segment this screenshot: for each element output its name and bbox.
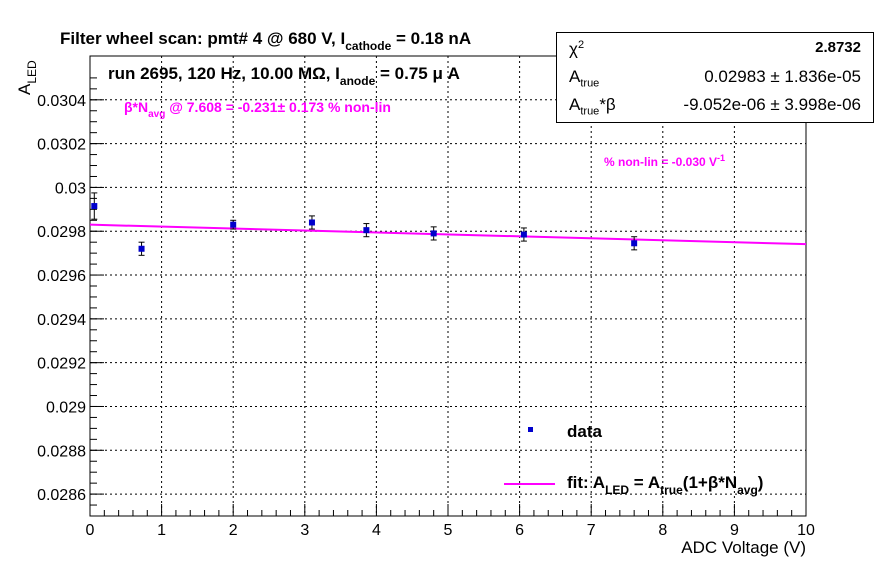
chart-title: Filter wheel scan: pmt# 4 @ 680 V, Icath… — [60, 29, 471, 53]
data-point — [430, 230, 437, 237]
legend: data fit: ALED = Atrue(1+β*Navg) — [504, 422, 763, 497]
x-tick-label: 2 — [229, 522, 238, 539]
y-tick-label: 0.0304 — [37, 93, 86, 110]
y-tick-label: 0.0288 — [37, 443, 86, 460]
stats-abeta-value: -9.052e-06 ± 3.998e-06 — [683, 95, 861, 114]
data-series — [91, 192, 638, 256]
grid — [90, 56, 806, 516]
y-tick-label: 0.029 — [46, 399, 86, 416]
legend-data-label: data — [567, 422, 603, 441]
fit-line — [89, 223, 807, 246]
y-axis-label: ALED — [15, 60, 39, 95]
axis-ticks: 0 1 2 3 4 5 6 7 8 9 10 0.0286 0.0288 0.029 0.0292 0.029… — [37, 77, 815, 539]
data-point — [520, 231, 527, 238]
y-tick-label: 0.0298 — [37, 224, 86, 241]
stats-box: χ2 2.8732 Atrue 0.02983 ± 1.836e-05 Atru… — [556, 32, 874, 123]
run-info: run 2695, 120 Hz, 10.00 MΩ, Ianode = 0.7… — [108, 64, 460, 88]
x-tick-label: 3 — [300, 522, 309, 539]
data-point — [230, 221, 237, 228]
data-point — [138, 245, 145, 252]
fit-series — [89, 223, 807, 246]
stats-atrue-label: Atrue — [569, 67, 600, 90]
x-tick-label: 10 — [797, 522, 815, 539]
stats-atrue-value: 0.02983 ± 1.836e-05 — [704, 67, 861, 86]
y-tick-label: 0.0302 — [37, 137, 86, 154]
stats-chi2-value: 2.8732 — [815, 39, 861, 56]
x-tick-label: 6 — [515, 522, 524, 539]
data-point — [363, 227, 370, 234]
legend-data-marker — [528, 427, 533, 432]
data-point — [631, 240, 638, 247]
x-tick-label: 8 — [658, 522, 667, 539]
stats-chi2-label: χ2 — [569, 39, 585, 59]
y-tick-label: 0.0292 — [37, 356, 86, 373]
x-tick-label: 0 — [86, 522, 95, 539]
legend-fit-label: fit: ALED = Atrue(1+β*Navg) — [567, 473, 763, 497]
data-point — [91, 203, 98, 210]
data-point — [308, 219, 315, 226]
beta-annotation: β*Navg @ 7.608 = -0.231± 0.173 % non-lin — [124, 99, 391, 120]
x-tick-label: 9 — [730, 522, 739, 539]
y-tick-label: 0.0286 — [37, 487, 86, 504]
x-tick-label: 4 — [372, 522, 381, 539]
x-tick-label: 7 — [587, 522, 596, 539]
x-axis-label: ADC Voltage (V) — [681, 538, 806, 557]
x-tick-label: 1 — [157, 522, 166, 539]
y-tick-label: 0.03 — [55, 180, 86, 197]
y-tick-label: 0.0294 — [37, 312, 86, 329]
stats-abeta-label: Atrue*β — [569, 95, 616, 118]
nonlin-annotation: % non-lin = -0.030 V-1 — [604, 153, 725, 169]
y-tick-label: 0.0296 — [37, 268, 86, 285]
x-tick-label: 5 — [444, 522, 453, 539]
